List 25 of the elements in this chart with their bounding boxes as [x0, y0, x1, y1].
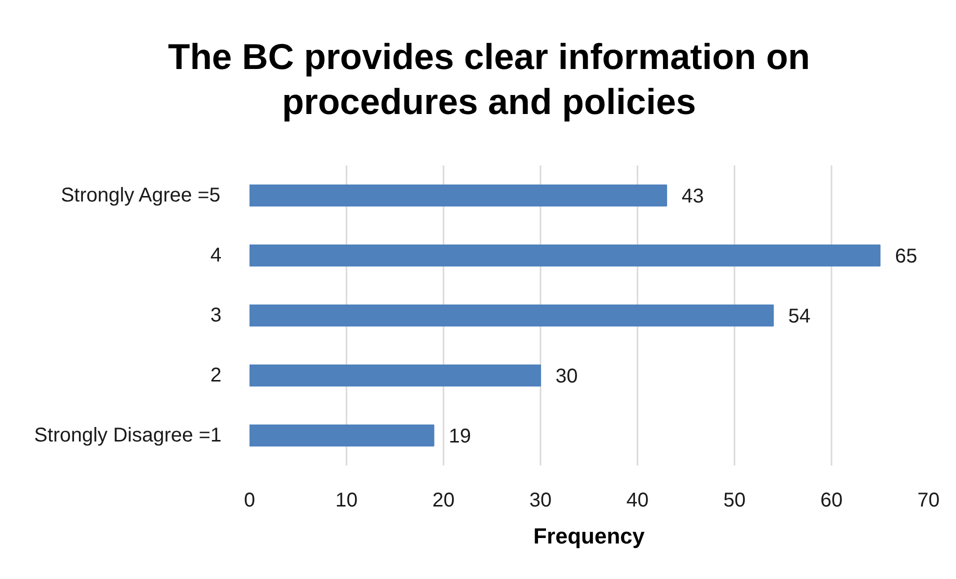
data-label: 19 [448, 426, 472, 448]
x-tick-label: 50 [723, 490, 746, 512]
bar [250, 364, 541, 386]
x-tick-label: 10 [335, 490, 358, 512]
bar [250, 304, 774, 326]
data-label: 30 [556, 366, 578, 388]
bar [250, 424, 434, 446]
y-tick-label: 4 [210, 244, 222, 266]
data-label: 65 [895, 246, 918, 268]
data-label: 43 [682, 186, 704, 208]
y-tick-label: 2 [210, 364, 222, 386]
y-tick-label: 3 [210, 304, 222, 326]
x-tick-label: 40 [626, 490, 649, 512]
x-tick-label: 20 [432, 490, 455, 512]
bar [250, 244, 880, 266]
x-tick-label: 60 [820, 490, 843, 512]
x-tick-label: 70 [917, 490, 940, 512]
y-tick-label: Strongly Agree =5 [60, 184, 220, 206]
data-label: 54 [788, 306, 811, 328]
bar [250, 184, 668, 206]
x-tick-label: 0 [244, 490, 256, 512]
chart-title: The BC provides clear information on procedures and policies [166, 35, 812, 124]
x-axis-title: Frequency [533, 524, 646, 548]
y-tick-label: Strongly Disagree =1 [34, 424, 222, 446]
x-tick-label: 30 [529, 490, 552, 512]
